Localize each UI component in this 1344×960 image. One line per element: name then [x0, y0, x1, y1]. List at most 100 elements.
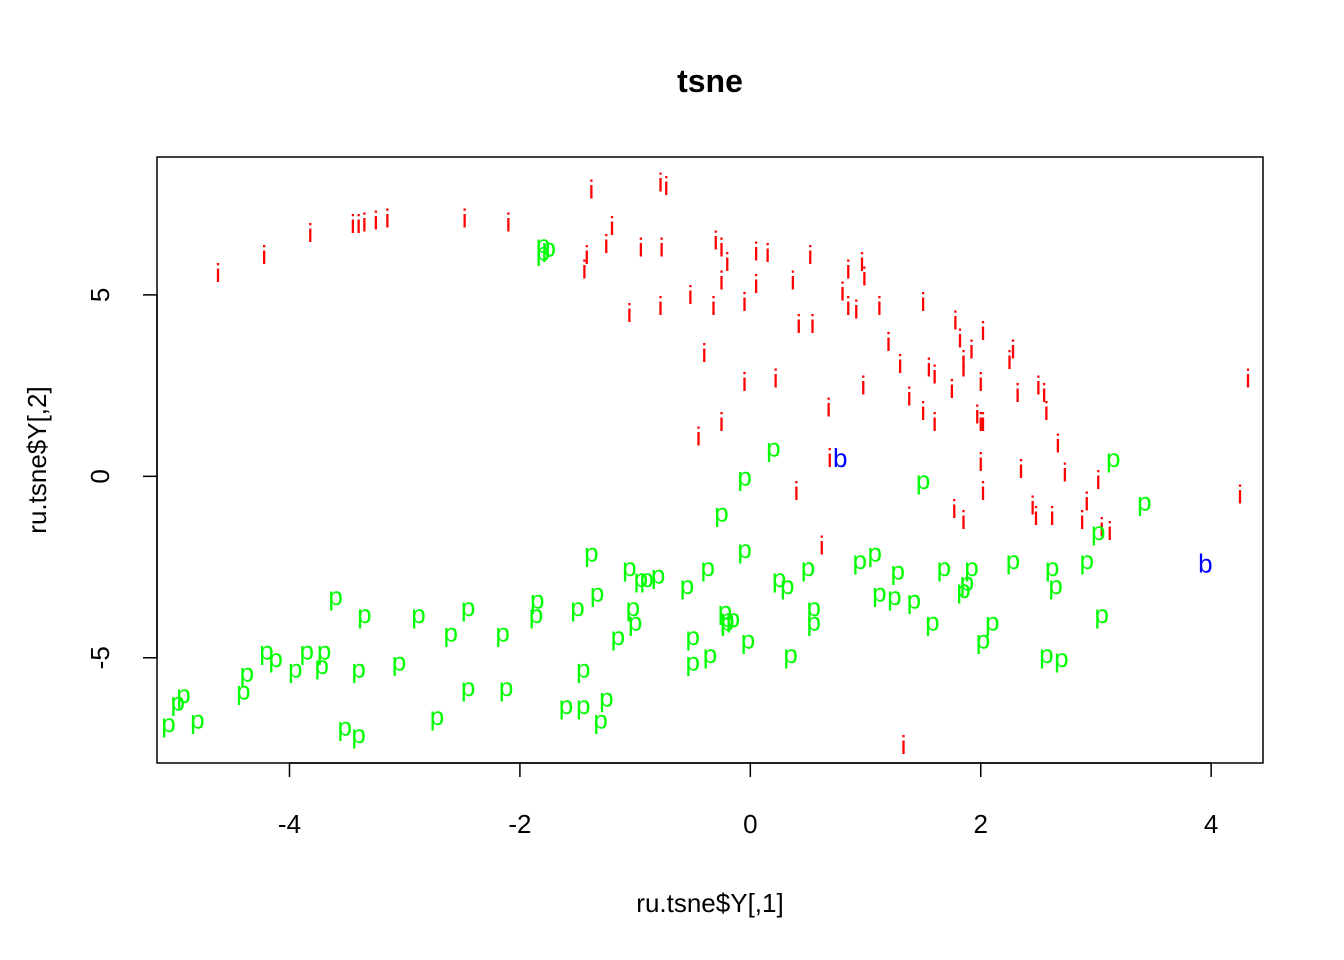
point-i: i [826, 392, 832, 422]
point-i: i [582, 254, 588, 284]
point-p: p [726, 603, 740, 633]
point-p: p [599, 683, 613, 713]
point-b: b [1198, 548, 1212, 578]
point-i: i [1010, 334, 1016, 364]
point-p: p [720, 603, 734, 633]
chart-title: tsne [677, 63, 743, 99]
y-axis: -5 0 5 [85, 288, 158, 669]
point-i: i [961, 505, 967, 535]
y-axis-label: ru.tsne$Y[,2] [22, 386, 52, 533]
point-p: p [626, 592, 640, 622]
point-i: i [1033, 501, 1039, 531]
point-p: p [685, 621, 699, 651]
point-i: i [719, 265, 725, 295]
x-tick-label: 0 [743, 809, 757, 839]
point-i: i [742, 367, 748, 397]
point-p: p [590, 577, 604, 607]
point-i: i [810, 309, 816, 339]
point-p: p [240, 657, 254, 687]
point-i: i [588, 175, 594, 205]
point-p: p [703, 639, 717, 669]
point-p: p [315, 650, 329, 680]
x-tick-label: 4 [1204, 809, 1218, 839]
point-i: i [696, 421, 702, 451]
point-p: p [593, 704, 607, 734]
point-p: p [766, 432, 780, 462]
point-i: i [753, 269, 759, 299]
point-p: p [1048, 570, 1062, 600]
point-i: i [861, 262, 867, 292]
point-p: p [1006, 545, 1020, 575]
point-p: p [1106, 443, 1120, 473]
point-i: i [906, 381, 912, 411]
point-p: p [584, 538, 598, 568]
point-p: p [338, 712, 352, 742]
point-i: i [1099, 512, 1105, 542]
point-p: p [351, 719, 365, 749]
point-i: i [957, 323, 963, 353]
point-i: i [626, 298, 632, 328]
point-i: i [753, 236, 759, 266]
point-p: p [806, 606, 820, 636]
point-i: i [794, 476, 800, 506]
point-i: i [920, 396, 926, 426]
point-i: i [361, 207, 367, 237]
point-p: p [872, 577, 886, 607]
point-p: p [236, 675, 250, 705]
point-i: i [790, 265, 796, 295]
point-i: i [1055, 429, 1061, 459]
point-i: i [663, 171, 669, 201]
point-p: p [176, 679, 190, 709]
point-i: i [796, 309, 802, 339]
point-i: i [827, 443, 833, 473]
point-p: p [1039, 639, 1053, 669]
point-p: p [430, 701, 444, 731]
point-i: i [765, 238, 771, 268]
point-p: p [680, 570, 694, 600]
point-i: i [584, 240, 590, 270]
point-i: i [1030, 490, 1036, 520]
point-p: p [328, 581, 342, 611]
point-p: p [801, 552, 815, 582]
point-i: i [961, 345, 967, 375]
point-p: p [1094, 599, 1108, 629]
point-i: i [1044, 396, 1050, 426]
point-i: i [659, 233, 665, 263]
point-p: p [639, 563, 653, 593]
point-i: i [603, 229, 609, 259]
point-i: i [876, 291, 882, 321]
point-p: p [985, 606, 999, 636]
point-p: p [559, 690, 573, 720]
point-i: i [949, 374, 955, 404]
point-p: p [720, 606, 734, 636]
point-p: p [651, 559, 665, 589]
point-i: i [719, 233, 725, 263]
point-i: i [701, 338, 707, 368]
point-p: p [541, 233, 555, 263]
point-i: i [1245, 363, 1251, 393]
point-p: p [976, 625, 990, 655]
point-p: p [392, 646, 406, 676]
point-p: p [317, 636, 331, 666]
point-i: i [860, 371, 866, 401]
point-p: p [611, 621, 625, 651]
point-i: i [1007, 345, 1013, 375]
point-p: p [960, 567, 974, 597]
point-p: p [529, 599, 543, 629]
point-p: p [351, 654, 365, 684]
point-p: p [171, 686, 185, 716]
point-i: i [462, 204, 468, 234]
point-p: p [1054, 643, 1068, 673]
point-b: b [833, 443, 847, 473]
point-i: i [886, 327, 892, 357]
point-p: p [288, 654, 302, 684]
point-p: p [937, 552, 951, 582]
point-p: p [1045, 552, 1059, 582]
point-p: p [916, 465, 930, 495]
point-i: i [926, 352, 932, 382]
point-p: p [780, 570, 794, 600]
point-i: i [932, 407, 938, 437]
point-p: p [853, 545, 867, 575]
point-p: p [576, 690, 590, 720]
point-p: p [536, 229, 550, 259]
